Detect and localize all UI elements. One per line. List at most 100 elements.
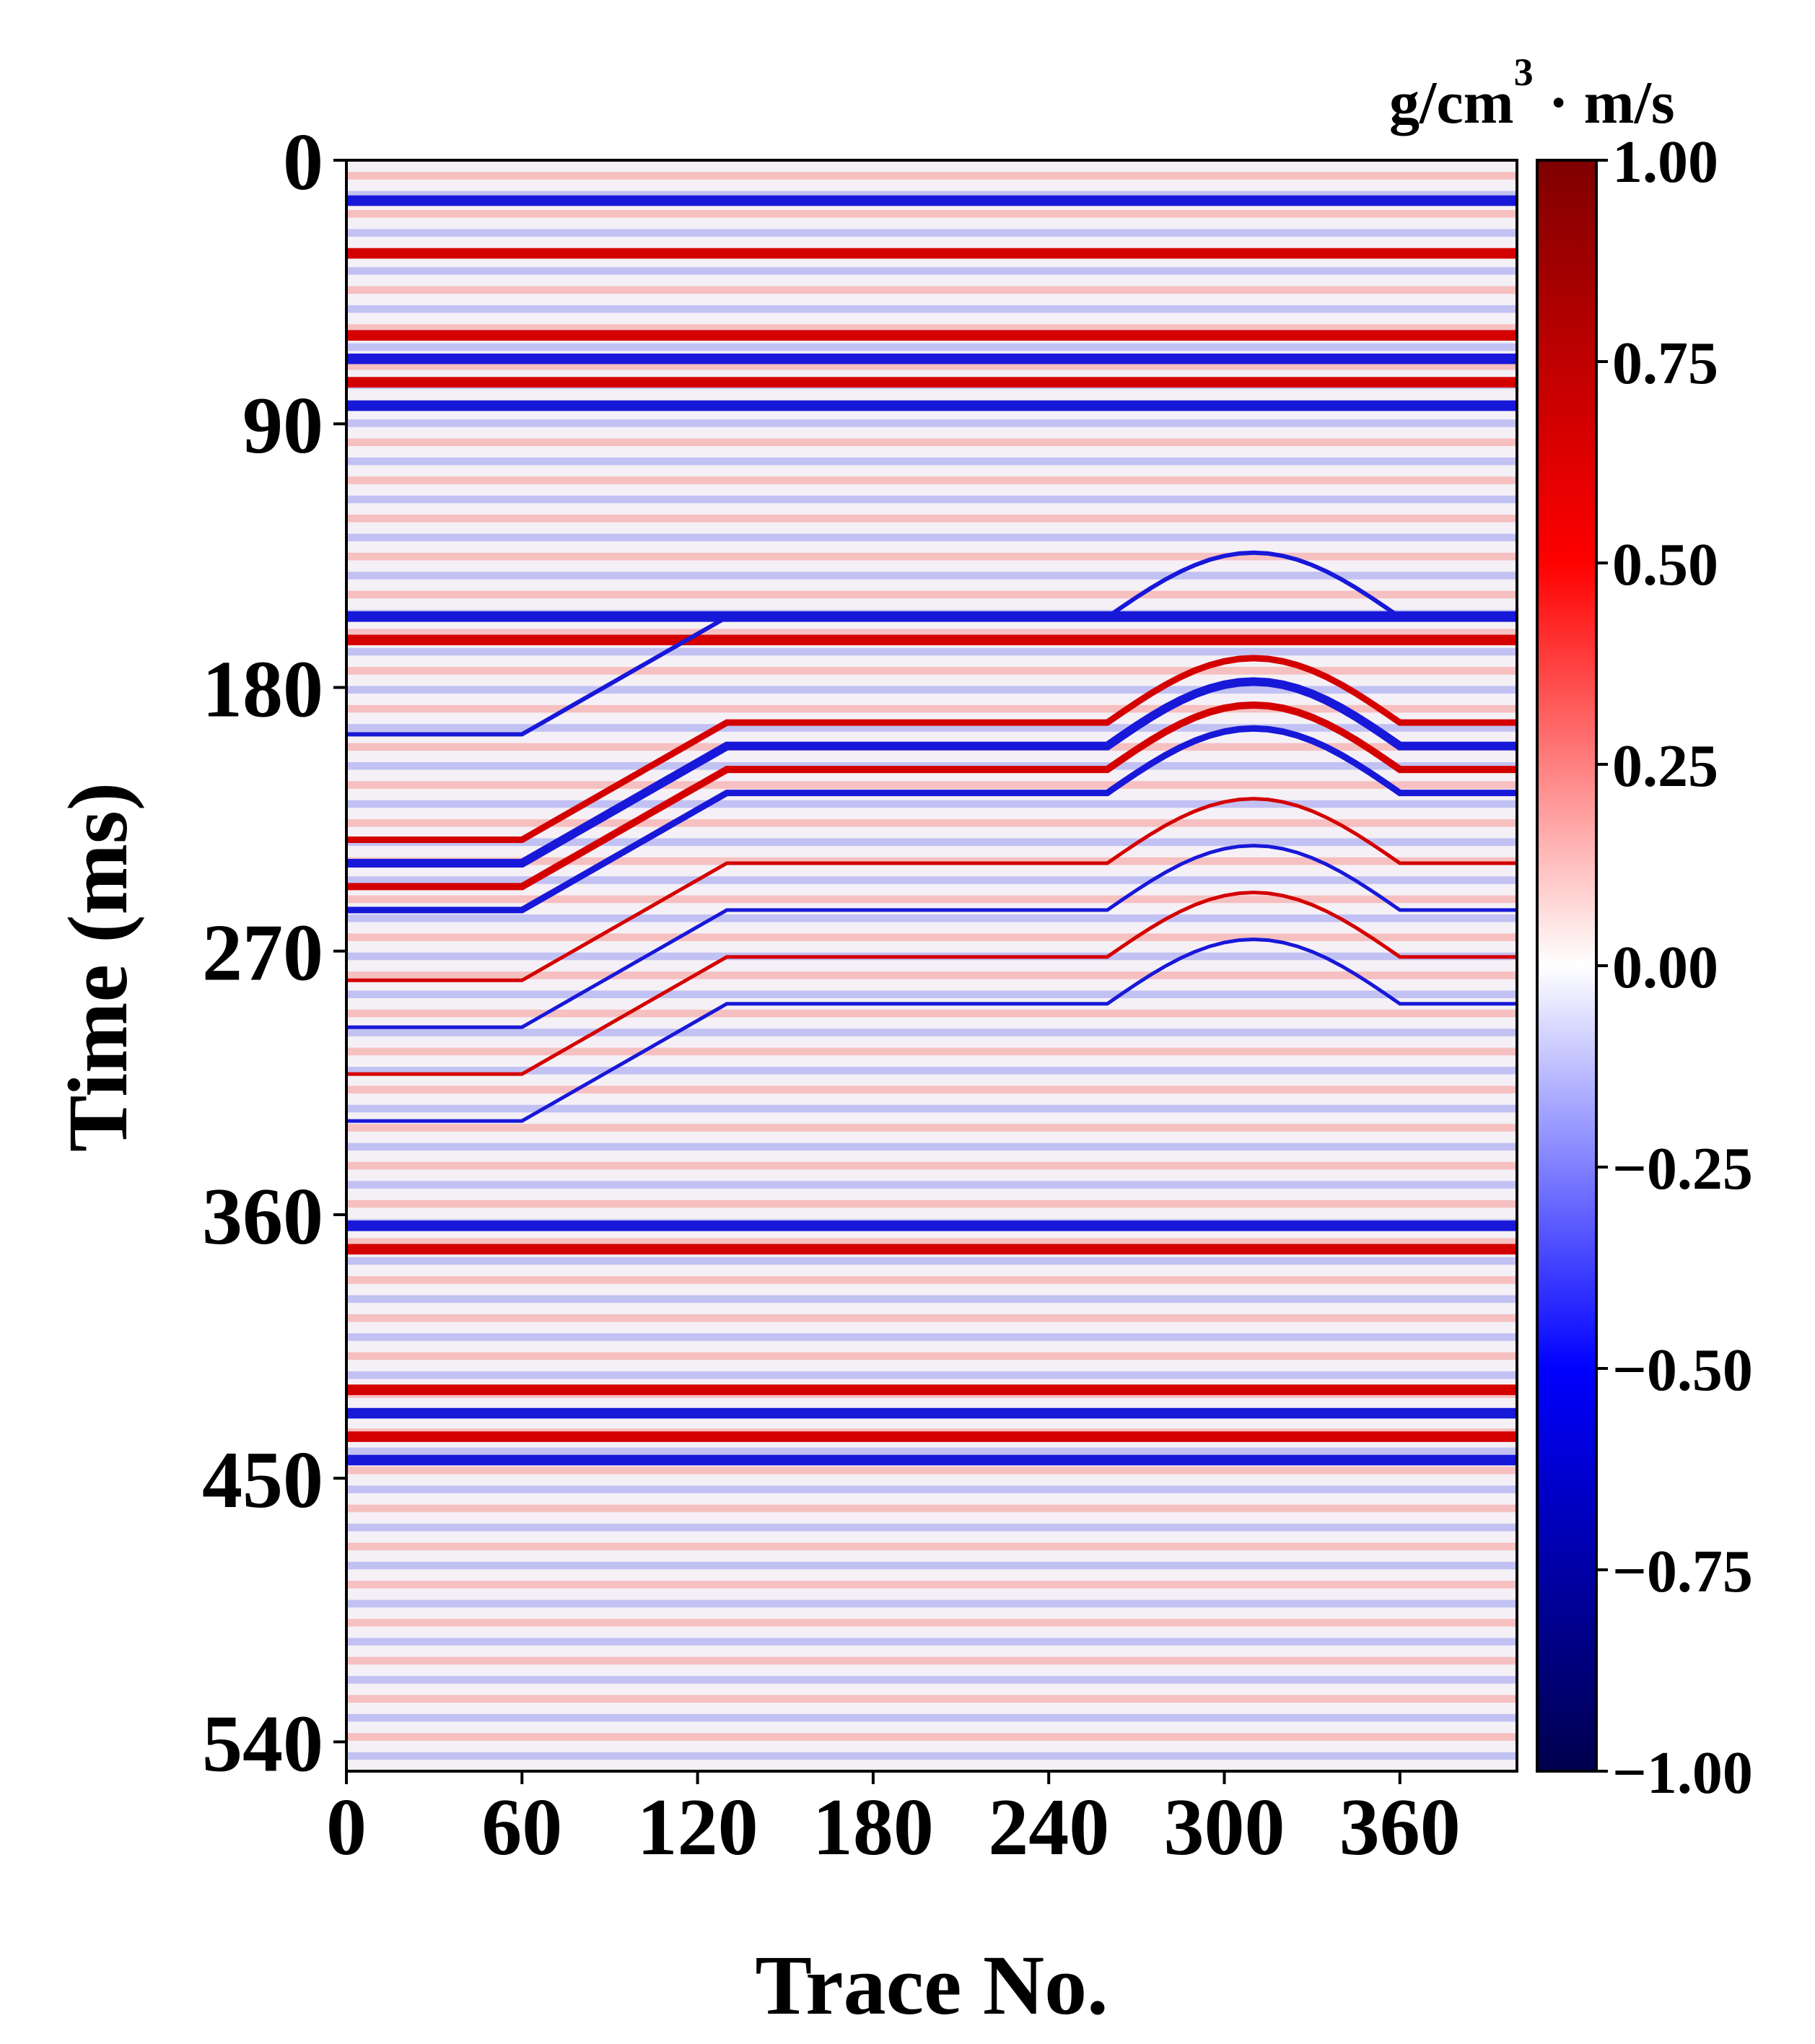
faint-reflector [346, 990, 1517, 999]
faint-reflector [346, 572, 1517, 580]
faint-reflector [346, 876, 1517, 884]
colorbar-tick-label: −0.75 [1612, 1538, 1753, 1605]
faint-reflector [346, 267, 1517, 275]
faint-reflector [346, 1067, 1517, 1075]
faint-reflector [346, 191, 1517, 199]
y-tick-label: 180 [202, 645, 323, 734]
faint-reflector [346, 1733, 1517, 1741]
x-tick-label: 180 [813, 1783, 934, 1872]
faint-reflector [346, 343, 1517, 351]
faint-reflector [346, 704, 1517, 713]
colorbar-unit-tail: · m/s [1534, 69, 1675, 136]
faint-reflector [346, 1124, 1517, 1132]
faint-reflector [346, 1181, 1517, 1189]
faint-reflector [346, 1524, 1517, 1532]
faint-reflector [346, 667, 1517, 675]
faint-reflector [346, 1599, 1517, 1608]
faint-reflector [346, 1143, 1517, 1151]
faint-reflector [346, 1047, 1517, 1056]
folded-reflector [346, 677, 1517, 868]
y-tick-label: 360 [202, 1172, 323, 1262]
faint-reflector [346, 172, 1517, 180]
faint-reflector [346, 1371, 1517, 1379]
colorbar-tick-label: −1.00 [1612, 1739, 1753, 1807]
faint-reflector [346, 1713, 1517, 1722]
strong-reflector [346, 1244, 1517, 1255]
faint-reflector [346, 1581, 1517, 1589]
folded-reflector [346, 725, 1517, 914]
strong-reflector [346, 1384, 1517, 1395]
faint-reflector [346, 1352, 1517, 1361]
faint-reflector [346, 286, 1517, 294]
folded-reflector [346, 937, 1517, 1123]
faint-reflector [346, 552, 1517, 561]
strong-reflector [346, 195, 1517, 206]
colorbar-tick-label: 0.25 [1612, 733, 1718, 800]
y-tick-label: 0 [283, 118, 323, 207]
faint-reflector [346, 305, 1517, 313]
faint-reflector [346, 1752, 1517, 1760]
faint-reflector [346, 686, 1517, 694]
faint-reflector [346, 1485, 1517, 1493]
faint-reflector [346, 1200, 1517, 1208]
faint-reflector [346, 515, 1517, 523]
faint-reflector [346, 209, 1517, 218]
faint-reflector [346, 1295, 1517, 1303]
x-axis-label: Trace No. [755, 1938, 1108, 2032]
faint-reflector [346, 1161, 1517, 1170]
x-tick-label: 60 [481, 1783, 562, 1872]
faint-reflector [346, 590, 1517, 599]
faint-reflector [346, 1314, 1517, 1322]
strong-reflector [346, 353, 1517, 364]
faint-reflector [346, 819, 1517, 827]
x-tick-label: 240 [988, 1783, 1109, 1872]
y-axis-ticks: 0 90 180 270 360 450 540 [202, 118, 346, 1788]
faint-reflector [346, 1447, 1517, 1456]
strong-reflector [346, 1454, 1517, 1466]
faint-reflector [346, 362, 1517, 370]
strong-reflector [346, 330, 1517, 341]
plot-background [346, 160, 1517, 1771]
plot-frame [345, 159, 1518, 1773]
strong-reflector [346, 1431, 1517, 1442]
faint-reflector [346, 914, 1517, 922]
strong-reflector [346, 634, 1517, 646]
faint-reflector [346, 1561, 1517, 1570]
colorbar-gradient [1536, 159, 1598, 1773]
faint-reflector [346, 533, 1517, 541]
faint-reflector [346, 1466, 1517, 1475]
faint-reflector [346, 1238, 1517, 1246]
y-tick-label: 270 [202, 909, 323, 998]
faint-reflector [346, 324, 1517, 332]
faint-reflector [346, 1676, 1517, 1684]
faint-reflector [346, 971, 1517, 979]
faint-reflector [346, 1695, 1517, 1703]
strong-reflector [346, 248, 1517, 259]
folded-reflector [346, 891, 1517, 1076]
faint-reflector [346, 895, 1517, 904]
faint-reflector [346, 1009, 1517, 1018]
colorbar-unit-sup: 3 [1514, 51, 1534, 94]
faint-reflector [346, 438, 1517, 447]
y-axis-label: Time (ms) [51, 782, 145, 1152]
strong-reflector [346, 1220, 1517, 1231]
faint-reflector [346, 647, 1517, 656]
faint-reflector [346, 857, 1517, 865]
faint-reflector [346, 1618, 1517, 1627]
colorbar-unit-main: g/cm [1389, 69, 1514, 136]
faint-reflector [346, 229, 1517, 237]
strong-reflector [346, 400, 1517, 411]
faint-reflector [346, 1028, 1517, 1036]
colorbar-unit-label: g/cm3 · m/s [1389, 51, 1675, 136]
faint-reflector [346, 800, 1517, 808]
folded-reflector [346, 550, 1517, 737]
colorbar-tick-label: 1.00 [1612, 128, 1718, 196]
folded-reflector [346, 844, 1517, 1029]
faint-reflector [346, 1104, 1517, 1113]
x-tick-label: 120 [637, 1783, 758, 1872]
faint-reflector [346, 495, 1517, 504]
faint-reflector [346, 1504, 1517, 1513]
x-tick-label: 0 [326, 1783, 367, 1872]
y-tick-label: 450 [202, 1436, 323, 1525]
